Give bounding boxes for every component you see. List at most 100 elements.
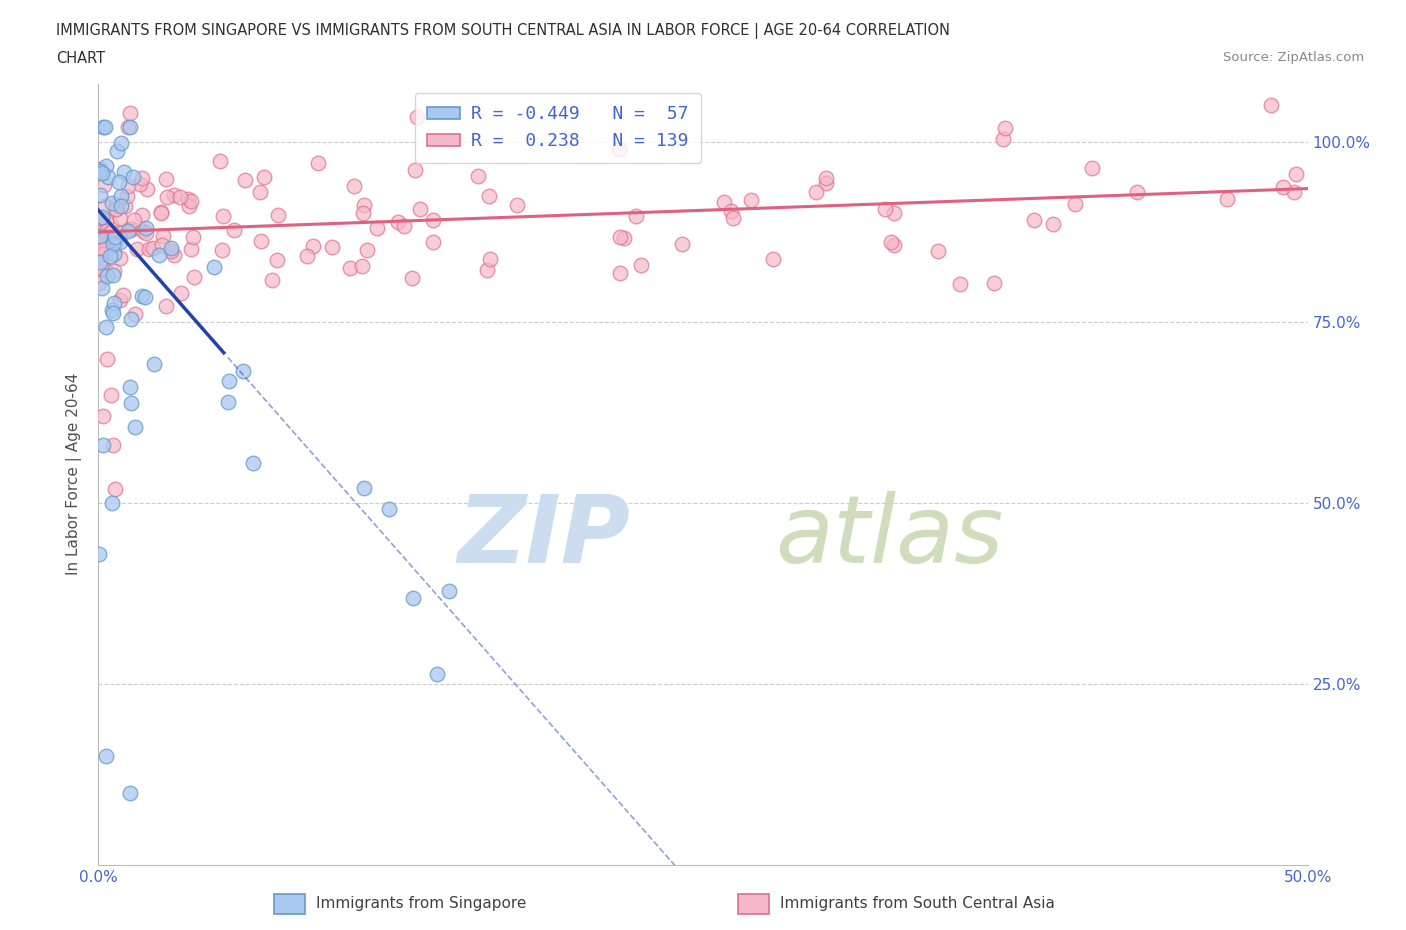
- Point: [983, 275, 1005, 290]
- Point: [249, 234, 271, 249]
- Point: [307, 156, 329, 171]
- Point: [89, 255, 111, 270]
- Point: [159, 244, 181, 259]
- Point: [94, 120, 117, 135]
- Point: [1022, 212, 1045, 227]
- Point: [103, 268, 125, 283]
- Legend: R = -0.449   N =  57, R =  0.238   N = 139: R = -0.449 N = 57, R = 0.238 N = 139: [415, 93, 702, 163]
- Point: [232, 364, 254, 379]
- Point: [115, 188, 138, 203]
- Point: [352, 259, 374, 273]
- Point: [1282, 185, 1305, 200]
- Point: [949, 277, 972, 292]
- Point: [142, 241, 165, 256]
- Point: [91, 438, 114, 453]
- Point: [478, 189, 501, 204]
- Point: [353, 481, 375, 496]
- Point: [155, 299, 177, 313]
- Point: [94, 159, 117, 174]
- Point: [740, 193, 762, 207]
- Point: [804, 185, 827, 200]
- Point: [117, 224, 139, 239]
- Text: Immigrants from South Central Asia: Immigrants from South Central Asia: [780, 897, 1056, 911]
- Point: [121, 221, 143, 236]
- Point: [163, 248, 186, 263]
- Point: [110, 234, 132, 249]
- Point: [101, 303, 124, 318]
- Point: [253, 170, 276, 185]
- Point: [266, 253, 288, 268]
- Point: [202, 259, 225, 274]
- Point: [136, 181, 159, 196]
- Point: [103, 246, 125, 261]
- Point: [91, 260, 114, 275]
- Point: [114, 199, 136, 214]
- Point: [135, 226, 157, 241]
- Point: [93, 178, 115, 193]
- Point: [125, 242, 148, 257]
- Point: [218, 374, 240, 389]
- Point: [122, 212, 145, 227]
- Point: [94, 198, 117, 213]
- Point: [927, 243, 949, 258]
- Point: [422, 212, 444, 227]
- Point: [89, 232, 111, 247]
- Point: [94, 749, 117, 764]
- Point: [302, 239, 325, 254]
- Point: [233, 173, 256, 188]
- Point: [377, 501, 399, 516]
- Point: [875, 201, 897, 216]
- Point: [143, 357, 166, 372]
- Point: [96, 228, 118, 243]
- Point: [89, 229, 111, 244]
- Point: [356, 243, 378, 258]
- Point: [87, 221, 110, 236]
- Point: [124, 420, 146, 435]
- Point: [208, 153, 231, 168]
- Point: [98, 249, 121, 264]
- Point: [883, 238, 905, 253]
- Point: [478, 251, 501, 266]
- Text: CHART: CHART: [56, 51, 105, 66]
- Point: [180, 193, 202, 208]
- Point: [96, 352, 118, 366]
- Point: [110, 189, 132, 204]
- Point: [366, 220, 388, 235]
- Point: [87, 275, 110, 290]
- Point: [111, 287, 134, 302]
- Text: IMMIGRANTS FROM SINGAPORE VS IMMIGRANTS FROM SOUTH CENTRAL ASIA IN LABOR FORCE |: IMMIGRANTS FROM SINGAPORE VS IMMIGRANTS …: [56, 23, 950, 39]
- Point: [1126, 185, 1149, 200]
- Point: [148, 247, 170, 262]
- Point: [121, 169, 143, 184]
- Point: [91, 241, 114, 256]
- Point: [134, 289, 156, 304]
- Point: [353, 197, 375, 212]
- Point: [212, 208, 235, 223]
- Point: [762, 251, 785, 266]
- Point: [117, 179, 139, 193]
- Point: [211, 242, 233, 257]
- Point: [91, 166, 114, 180]
- Point: [108, 210, 131, 225]
- Point: [108, 293, 131, 308]
- Point: [89, 210, 111, 225]
- Point: [89, 162, 111, 177]
- Point: [217, 394, 239, 409]
- Point: [131, 170, 153, 185]
- Point: [94, 246, 117, 260]
- Point: [91, 409, 114, 424]
- Point: [94, 262, 117, 277]
- Point: [89, 188, 111, 203]
- Point: [132, 223, 155, 238]
- Point: [100, 218, 122, 232]
- Point: [422, 234, 444, 249]
- Point: [401, 271, 423, 286]
- Point: [609, 265, 631, 280]
- Point: [120, 221, 142, 236]
- Point: [426, 667, 449, 682]
- Point: [118, 105, 141, 120]
- Point: [624, 209, 647, 224]
- Point: [118, 379, 141, 394]
- Point: [169, 190, 191, 205]
- Point: [392, 219, 415, 233]
